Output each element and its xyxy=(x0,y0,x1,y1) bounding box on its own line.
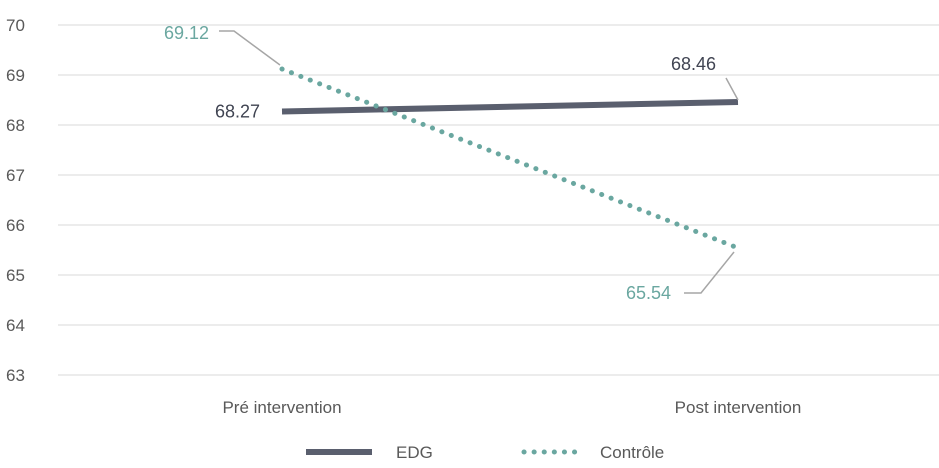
series-line-1 xyxy=(279,66,741,251)
legend-item-1: Contrôle xyxy=(521,443,664,462)
data-label: 68.27 xyxy=(215,102,260,122)
y-tick-label: 70 xyxy=(6,16,25,35)
y-tick-label: 65 xyxy=(6,266,25,285)
legend: EDG Contrôle xyxy=(306,443,664,462)
data-label: 69.12 xyxy=(164,23,209,43)
y-tick-label: 69 xyxy=(6,66,25,85)
y-tick-label: 67 xyxy=(6,166,25,185)
y-tick-label: 66 xyxy=(6,216,25,235)
x-tick-label: Post intervention xyxy=(675,398,802,417)
gridlines xyxy=(58,24,939,376)
series-lines xyxy=(279,66,741,251)
leader-line xyxy=(684,251,735,294)
y-tick-label: 63 xyxy=(6,366,25,385)
data-label: 68.46 xyxy=(671,54,716,74)
y-axis: 63 64 65 66 67 68 69 70 xyxy=(6,16,25,385)
y-tick-label: 64 xyxy=(6,316,25,335)
series-line-0 xyxy=(281,99,739,115)
x-tick-label: Pré intervention xyxy=(222,398,341,417)
data-labels: 68.27 68.46 69.12 65.54 xyxy=(164,23,739,303)
legend-label: EDG xyxy=(396,443,433,462)
y-tick-label: 68 xyxy=(6,116,25,135)
legend-label: Contrôle xyxy=(600,443,664,462)
data-label: 65.54 xyxy=(626,283,671,303)
leader-line xyxy=(725,77,739,101)
leader-line xyxy=(219,30,281,66)
x-axis: Pré intervention Post intervention xyxy=(222,398,801,417)
legend-item-0: EDG xyxy=(306,443,433,462)
